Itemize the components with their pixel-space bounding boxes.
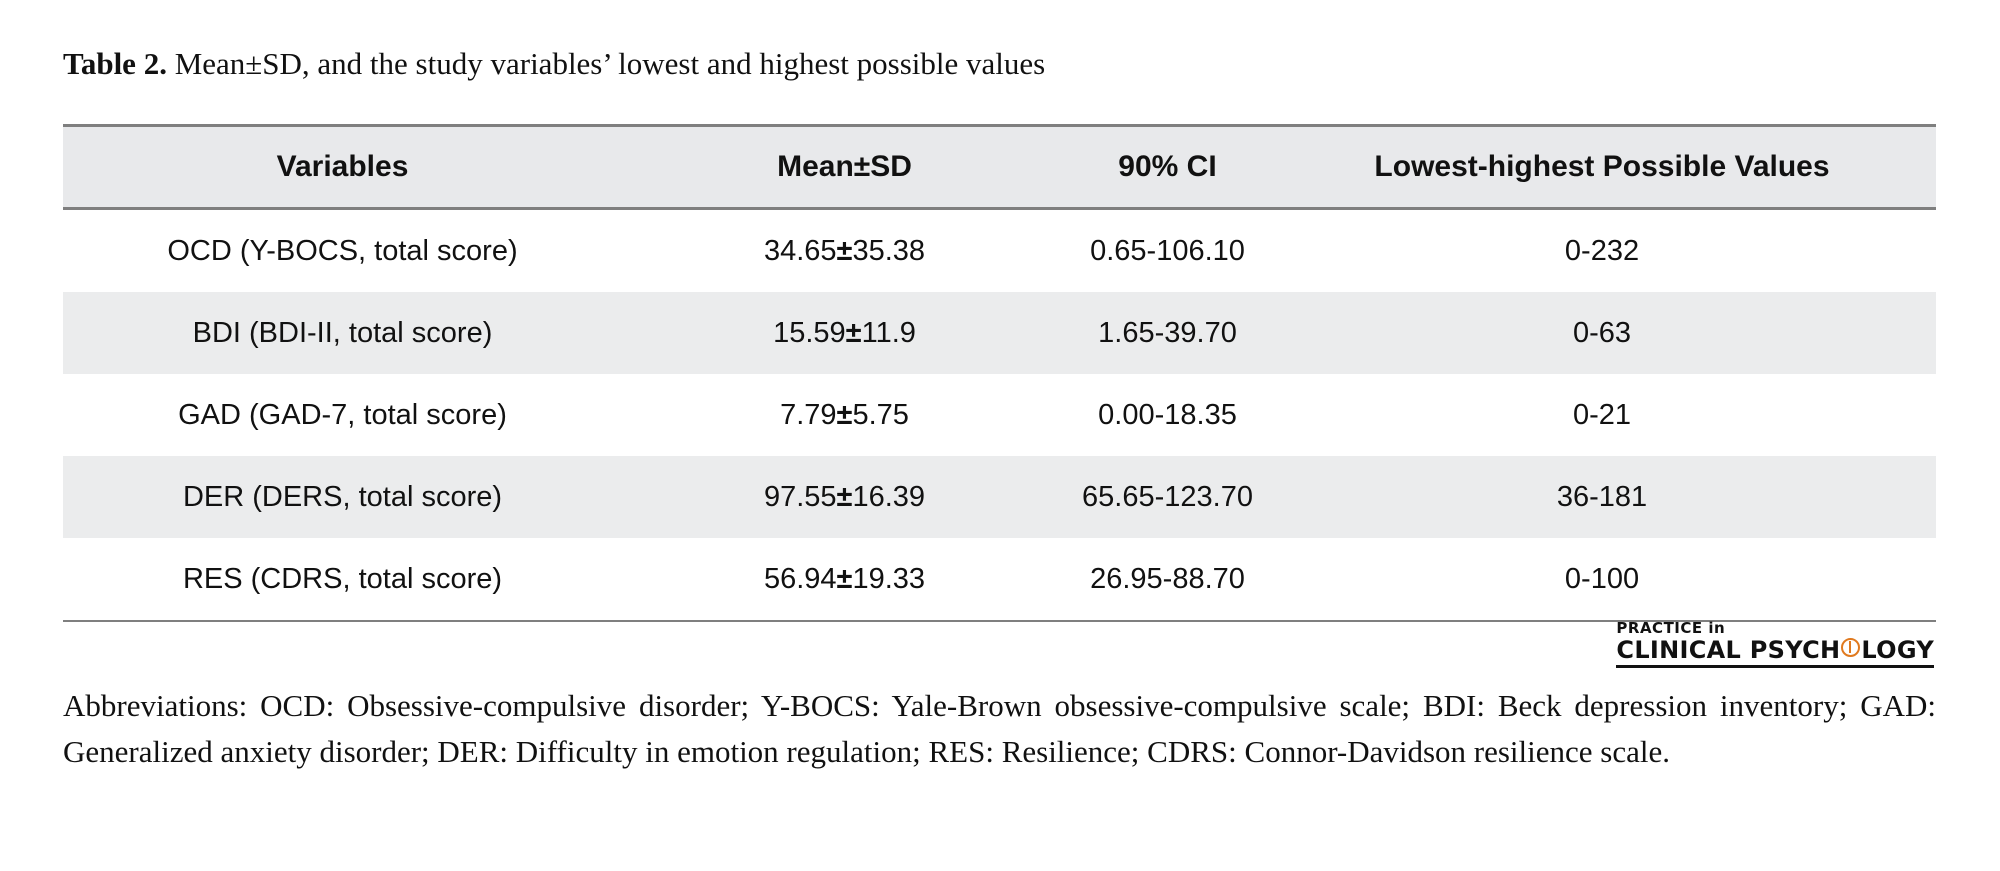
cell-variable: BDI (BDI-II, total score)	[192, 316, 493, 349]
data-table-container: Variables Mean±SD 90% CI Lowest-highest …	[63, 124, 1936, 622]
table-caption-text: Mean±SD, and the study variables’ lowest…	[174, 46, 1046, 81]
table-row: BDI (BDI-II, total score) 15.59±11.9 1.6…	[63, 292, 1936, 374]
cell-mean-sd: 15.59±11.9	[622, 292, 1067, 374]
plus-minus-symbol: ±	[836, 234, 853, 267]
cell-range: 36-181	[1556, 480, 1648, 513]
cell-mean: 34.65	[763, 234, 837, 267]
cell-sd: 5.75	[852, 398, 909, 431]
plus-minus-symbol: ±	[836, 562, 853, 595]
cell-ci: 0.65-106.10	[1090, 234, 1245, 267]
table-footnote: Abbreviations: OCD: Obsessive-compulsive…	[63, 688, 1936, 769]
cell-range: 0-21	[1572, 398, 1632, 431]
data-table: Variables Mean±SD 90% CI Lowest-highest …	[63, 124, 1936, 622]
cell-ci: 0.00-18.35	[1098, 398, 1237, 431]
plus-minus-symbol: ±	[836, 480, 853, 513]
cell-mean-sd: 56.94±19.33	[622, 538, 1067, 622]
cell-sd: 16.39	[852, 480, 926, 513]
cell-sd: 19.33	[852, 562, 926, 595]
cell-mean: 56.94	[763, 562, 837, 595]
header-variables: Variables	[63, 124, 622, 210]
cell-ci: 1.65-39.70	[1098, 316, 1237, 349]
cell-mean-sd: 34.65±35.38	[622, 209, 1067, 293]
table-row: RES (CDRS, total score) 56.94±19.33 26.9…	[63, 538, 1936, 622]
table-caption: Table 2. Mean±SD, and the study variable…	[63, 46, 1045, 82]
plus-minus-symbol: ±	[845, 316, 862, 349]
psi-icon	[1841, 638, 1861, 657]
cell-mean-sd: 97.55±16.39	[622, 456, 1067, 538]
cell-mean: 15.59	[773, 316, 846, 349]
table-row: DER (DERS, total score) 97.55±16.39 65.6…	[63, 456, 1936, 538]
table-row: GAD (GAD-7, total score) 7.79±5.75 0.00-…	[63, 374, 1936, 456]
cell-variable: DER (DERS, total score)	[182, 480, 503, 513]
cell-mean: 7.79	[780, 398, 837, 431]
journal-logo-top: PRACTICE in	[1616, 619, 1726, 637]
cell-mean-sd: 7.79±5.75	[622, 374, 1067, 456]
cell-range: 0-232	[1564, 234, 1640, 267]
table-header-row: Variables Mean±SD 90% CI Lowest-highest …	[63, 124, 1936, 210]
header-mean-sd: Mean±SD	[622, 124, 1067, 210]
cell-sd: 11.9	[861, 316, 916, 349]
cell-ci: 26.95-88.70	[1067, 538, 1268, 622]
journal-logo-main-right: LOGY	[1861, 636, 1934, 664]
table-caption-label: Table 2.	[63, 46, 167, 81]
table-row: OCD (Y-BOCS, total score) 34.65±35.38 0.…	[63, 209, 1936, 293]
cell-variable: RES (CDRS, total score)	[63, 538, 622, 622]
cell-variable: GAD (GAD-7, total score)	[178, 398, 507, 431]
cell-range: 0-63	[1572, 316, 1632, 349]
cell-mean: 97.55	[763, 480, 837, 513]
cell-sd: 35.38	[852, 234, 926, 267]
journal-logo-main: CLINICAL PSYCH LOGY	[1616, 637, 1934, 668]
cell-variable: OCD (Y-BOCS, total score)	[167, 234, 518, 267]
plus-minus-symbol: ±	[836, 398, 853, 431]
header-possible-values: Lowest-highest Possible Values	[1268, 124, 1936, 210]
journal-logo-main-left: CLINICAL PSYCH	[1616, 636, 1841, 664]
cell-range: 0-100	[1268, 538, 1936, 622]
journal-logo: PRACTICE in CLINICAL PSYCH LOGY	[1616, 620, 1934, 668]
header-ci: 90% CI	[1067, 124, 1268, 210]
cell-ci: 65.65-123.70	[1082, 480, 1253, 513]
